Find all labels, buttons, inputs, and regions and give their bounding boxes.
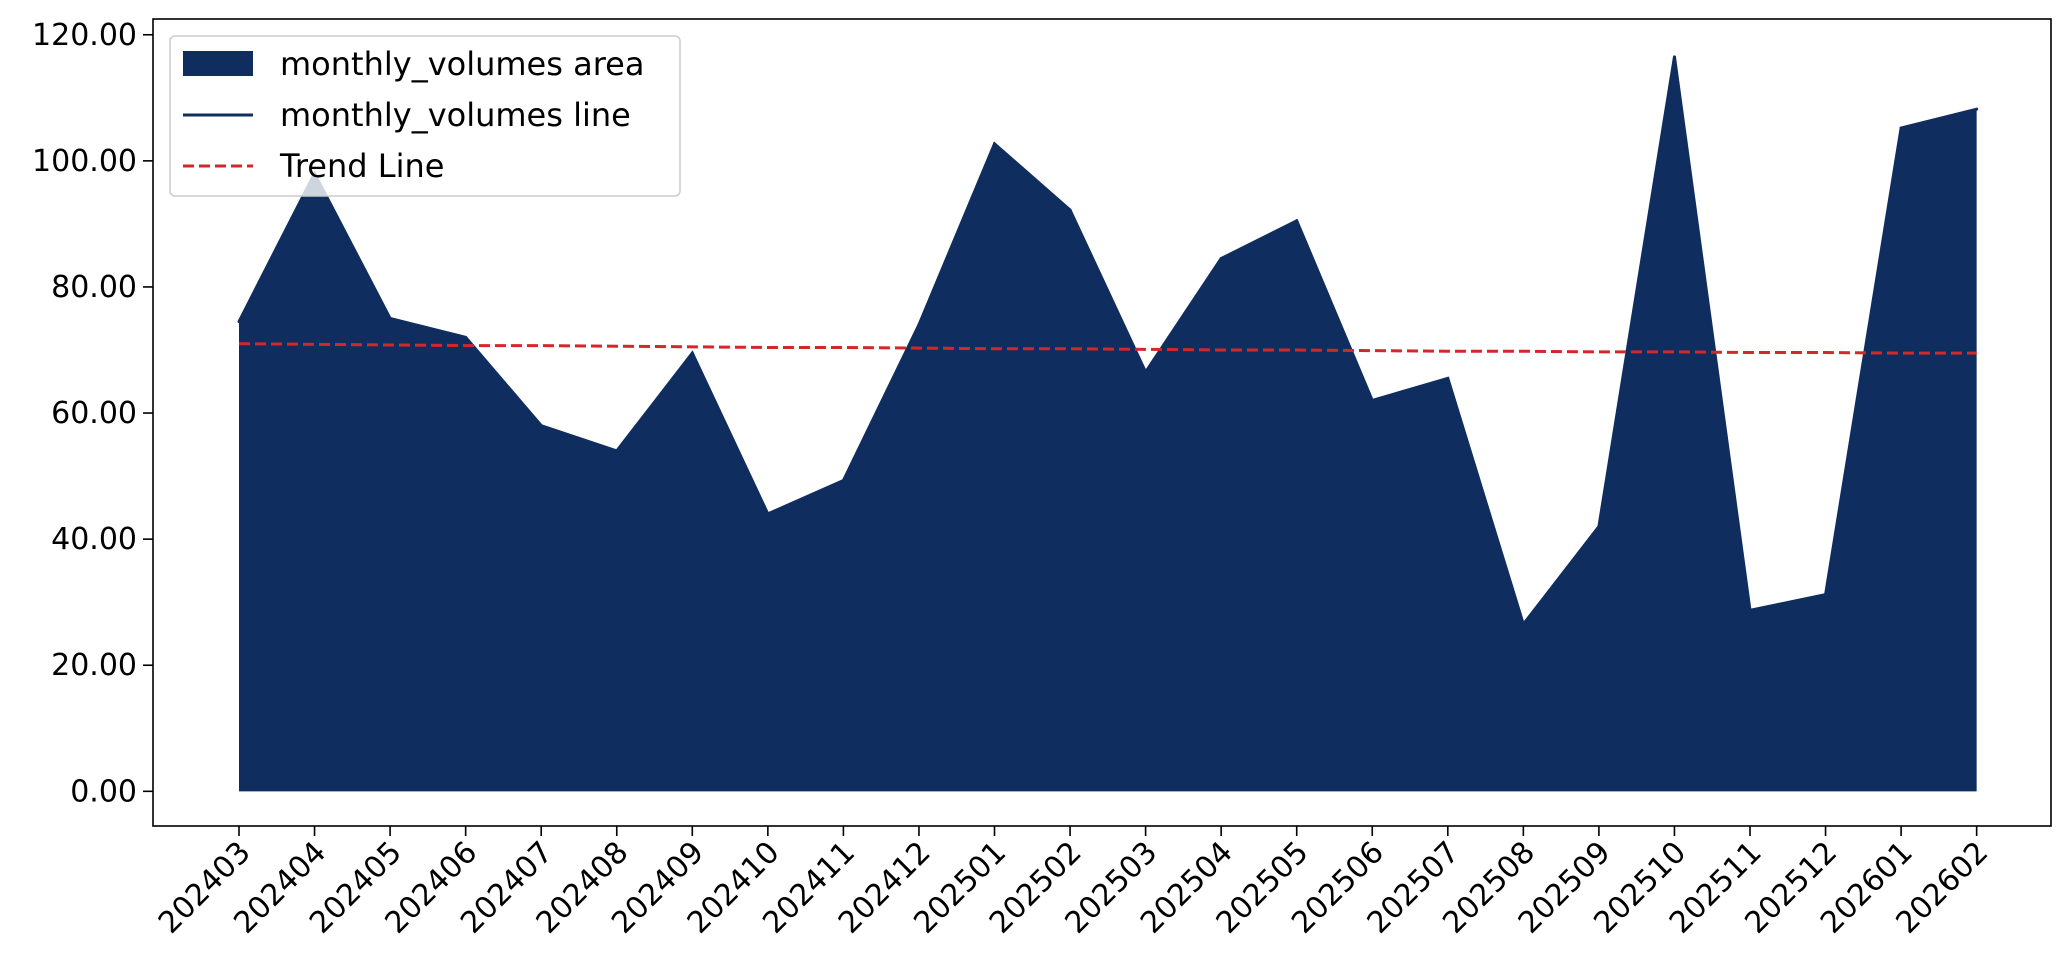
data-point-202510 — [1672, 55, 1676, 59]
data-point-202405 — [388, 316, 392, 320]
y-tick-label-0: 0.00 — [70, 774, 137, 809]
data-point-202408 — [615, 449, 619, 453]
data-point-202407 — [539, 424, 543, 428]
trend-line — [238, 342, 1977, 355]
y-tick-label-5: 100.00 — [32, 144, 137, 179]
data-point-202411 — [841, 479, 845, 483]
y-tick-label-3: 60.00 — [51, 396, 137, 431]
data-point-202410 — [766, 512, 770, 516]
data-point-202509 — [1597, 525, 1601, 529]
axes-frame — [152, 18, 2052, 827]
line-series — [237, 56, 1978, 628]
y-tick-label-2: 40.00 — [51, 522, 137, 557]
data-point-202601 — [1899, 126, 1903, 130]
area-series — [239, 56, 1977, 792]
data-point-202403 — [237, 320, 241, 324]
data-point-202508 — [1521, 622, 1525, 626]
legend-box — [169, 35, 681, 197]
data-point-202406 — [464, 335, 468, 339]
data-point-202502 — [1068, 208, 1072, 212]
legend: monthly_volumes area monthly_volumes lin… — [169, 35, 681, 197]
data-point-202512 — [1824, 593, 1828, 597]
y-tick-label-4: 80.00 — [51, 270, 137, 305]
data-point-202504 — [1219, 257, 1223, 261]
legend-label-trend: Trend Line — [279, 147, 444, 185]
legend-label-area: monthly_volumes area — [280, 45, 644, 83]
data-point-202503 — [1144, 370, 1148, 374]
y-tick-label-6: 120.00 — [32, 18, 137, 53]
data-point-202602 — [1975, 107, 1979, 111]
data-point-202501 — [993, 142, 996, 146]
data-point-202412 — [917, 323, 921, 327]
data-point-202506 — [1370, 398, 1374, 402]
data-point-202505 — [1295, 219, 1299, 223]
data-point-202409 — [690, 351, 694, 355]
legend-label-line: monthly_volumes line — [280, 96, 631, 134]
plot-area — [237, 55, 1979, 792]
legend-swatch-area — [183, 51, 253, 76]
data-point-202507 — [1446, 376, 1450, 380]
y-tick-label-1: 20.00 — [51, 648, 137, 683]
data-point-202511 — [1748, 608, 1752, 612]
